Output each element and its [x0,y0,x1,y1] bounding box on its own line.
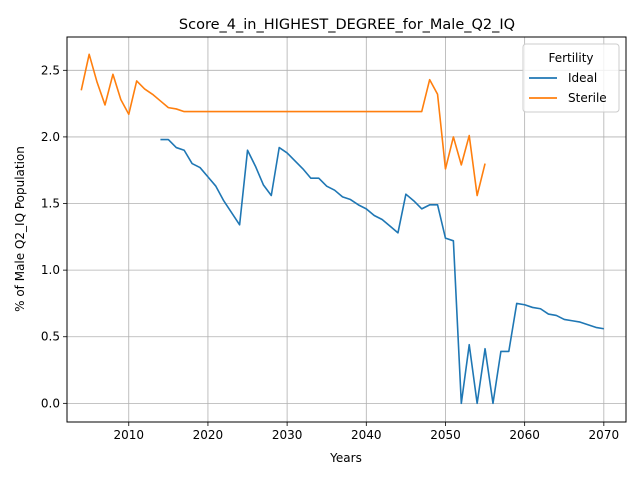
y-tick-label: 2.0 [41,130,60,144]
x-tick-label: 2060 [509,428,540,442]
chart-title: Score_4_in_HIGHEST_DEGREE_for_Male_Q2_IQ [179,17,515,33]
plot-frame [66,36,627,423]
x-tick-label: 2070 [589,428,620,442]
y-tick-label: 1.0 [41,263,60,277]
y-tick-label: 2.5 [41,63,60,77]
y-tick-label: 1.5 [41,197,60,211]
series-line-sterile [80,53,486,197]
series-layer [80,53,604,405]
x-tick-label: 2050 [430,428,461,442]
y-tick-label: 0.0 [41,396,60,410]
legend: Fertility Ideal Sterile [522,43,620,113]
legend-title: Fertility [548,51,593,65]
x-tick-label: 2020 [193,428,224,442]
legend-label-sterile: Sterile [568,91,607,105]
y-axis-ticks: 0.0 0.5 1.0 1.5 2.0 2.5 [41,63,67,410]
legend-box [522,43,620,113]
grid-lines [67,37,626,422]
x-axis-label: Years [329,451,362,465]
x-tick-label: 2010 [113,428,144,442]
x-axis-ticks: 2010 2020 2030 2040 2050 2060 2070 [113,422,619,442]
legend-label-ideal: Ideal [568,71,597,85]
series-line-ideal [160,138,604,405]
x-tick-label: 2040 [351,428,382,442]
y-tick-label: 0.5 [41,330,60,344]
y-axis-label: % of Male Q2_IQ Population [13,146,27,312]
x-tick-label: 2030 [272,428,303,442]
